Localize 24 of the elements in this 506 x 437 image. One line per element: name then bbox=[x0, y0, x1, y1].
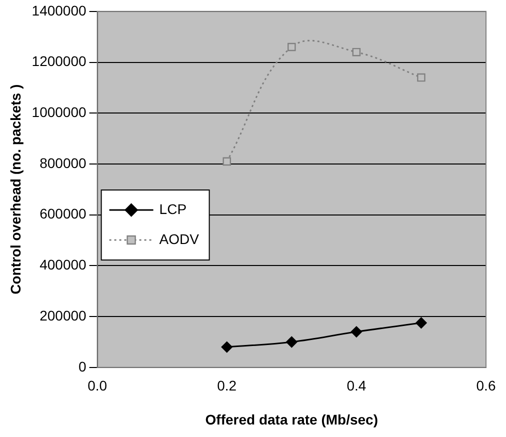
y-tick-label: 400000 bbox=[40, 256, 87, 273]
x-tick-label: 0.0 bbox=[88, 378, 108, 394]
point bbox=[416, 317, 427, 328]
y-tick-label: 0 bbox=[78, 358, 87, 374]
y-tick-label: 600000 bbox=[40, 206, 87, 222]
y-tick-label: 200000 bbox=[40, 307, 87, 324]
y-tick-label: 1200000 bbox=[32, 53, 87, 70]
y-axis-title: Control overhead (no. packets ) bbox=[7, 84, 24, 294]
x-tick-label: 0.2 bbox=[217, 378, 237, 394]
x-tick-label: 0.4 bbox=[346, 378, 366, 394]
x-axis-title: Offered data rate (Mb/sec) bbox=[205, 411, 378, 428]
point bbox=[286, 336, 298, 348]
legend-label: LCP bbox=[159, 200, 187, 217]
x-tick-label: 0.6 bbox=[476, 378, 496, 394]
legend-label: AODV bbox=[159, 230, 200, 247]
y-tick-label: 800000 bbox=[40, 154, 87, 171]
point bbox=[350, 326, 362, 338]
point bbox=[221, 341, 232, 353]
point bbox=[222, 157, 232, 166]
y-tick-label: 1000000 bbox=[32, 104, 87, 120]
point bbox=[417, 73, 426, 82]
point bbox=[288, 42, 296, 52]
point bbox=[352, 48, 361, 56]
y-tick-label: 1400000 bbox=[32, 2, 87, 18]
